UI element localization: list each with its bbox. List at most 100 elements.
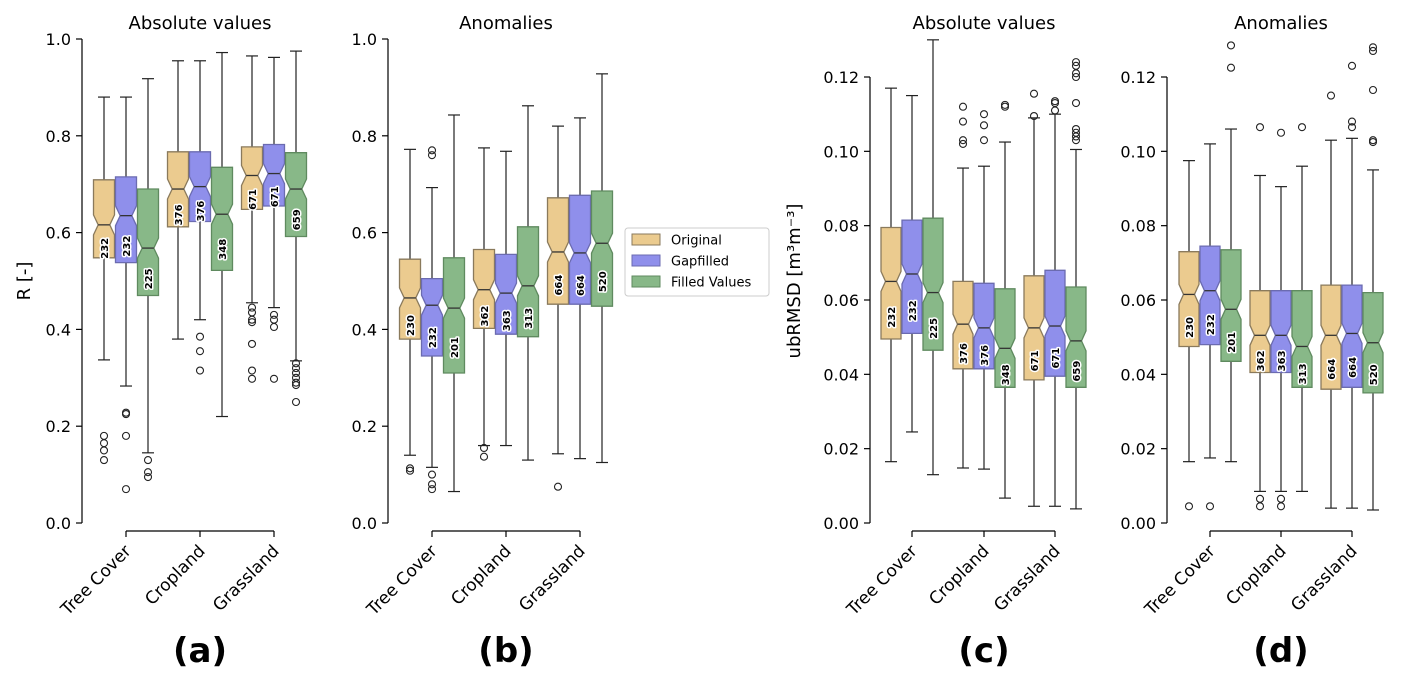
box-body <box>952 280 974 370</box>
count-label-halo: 232 <box>122 236 133 257</box>
legend-swatch <box>631 254 661 267</box>
box-body <box>1249 290 1271 374</box>
outlier-point <box>427 470 437 479</box>
outlier-point <box>291 378 301 387</box>
outlier-point <box>247 315 257 324</box>
count-label: 671 <box>1030 350 1041 371</box>
outlier-point <box>979 136 989 145</box>
box-body <box>1044 269 1066 377</box>
count-label-halo: 232 <box>908 300 919 321</box>
box-body <box>1341 284 1363 388</box>
box-body <box>901 219 923 335</box>
box-body <box>568 194 592 305</box>
box-body <box>262 143 286 207</box>
box-body <box>1320 284 1342 390</box>
count-label: 225 <box>144 268 155 289</box>
count-label: 201 <box>1227 332 1238 353</box>
panel-label: (b) <box>478 631 533 671</box>
count-label-halo: 664 <box>1348 357 1359 378</box>
outlier-point <box>958 102 968 111</box>
outlier-point <box>1368 43 1378 52</box>
outlier-point <box>1071 98 1081 108</box>
count-label-halo: 201 <box>450 337 461 358</box>
count-label-halo: 659 <box>1072 361 1083 382</box>
x-tick-label: Tree Cover <box>1141 541 1220 620</box>
box-body <box>92 179 116 259</box>
outlier-point <box>247 374 257 383</box>
count-label-halo: 313 <box>1298 363 1309 384</box>
legend-label: Original <box>671 234 722 249</box>
outlier-point <box>99 446 109 455</box>
panel-label: (d) <box>1253 631 1308 671</box>
box-body <box>1065 286 1087 388</box>
box-body <box>472 248 496 330</box>
count-label: 664 <box>1327 359 1338 380</box>
count-label-halo: 363 <box>1277 350 1288 371</box>
count-label-halo: 230 <box>406 315 417 336</box>
legend-frame <box>624 227 770 297</box>
outlier-point <box>1326 91 1336 100</box>
count-label: 664 <box>576 275 587 296</box>
outlier-point <box>247 308 257 317</box>
outlier-point <box>1347 123 1357 132</box>
count-label-halo: 664 <box>554 275 565 296</box>
outlier-point <box>1255 123 1265 132</box>
outlier-point <box>269 322 279 332</box>
x-tick-label: Tree Cover <box>363 541 442 620</box>
count-label: 363 <box>1277 350 1288 371</box>
outlier-point <box>1347 61 1357 70</box>
count-label-halo: 664 <box>1327 359 1338 380</box>
count-label: 671 <box>248 189 259 210</box>
box-body <box>546 197 570 305</box>
y-tick-label: 0.06 <box>1120 291 1156 310</box>
outlier-point <box>247 366 257 375</box>
chart-title: Absolute values <box>129 13 272 34</box>
y-tick-label: 0.10 <box>823 142 859 161</box>
box-body <box>420 277 444 357</box>
count-label-halo: 520 <box>1369 364 1380 385</box>
count-label-halo: 232 <box>1206 314 1217 335</box>
outlier-point <box>291 364 301 373</box>
outlier-point <box>143 472 153 482</box>
outlier-point <box>291 359 301 368</box>
count-label-halo: 376 <box>980 345 991 366</box>
panel-b: Anomalies 0.0 0.2 0.4 0.6 0.8 1.0 Tree Cover Cro… <box>352 13 614 671</box>
x-tick-label: Cropland <box>141 541 209 609</box>
count-label-halo: 520 <box>598 271 609 292</box>
box-body <box>922 217 944 351</box>
count-label: 348 <box>218 239 229 260</box>
box-body <box>284 152 308 238</box>
count-label: 362 <box>480 306 491 327</box>
count-label: 232 <box>122 236 133 257</box>
outlier-point <box>195 366 205 375</box>
x-tick-label: Tree Cover <box>843 541 922 620</box>
y-tick-label: 0.6 <box>352 224 377 243</box>
count-label-halo: 376 <box>959 343 970 364</box>
outlier-point <box>143 468 153 477</box>
outlier-point <box>1226 41 1236 50</box>
outlier-point <box>405 466 415 475</box>
outlier-point <box>99 431 109 440</box>
outlier-point <box>121 410 131 419</box>
legend-label: Gapfilled <box>671 255 729 270</box>
legend-swatch <box>631 275 661 288</box>
outlier-point <box>1205 502 1215 511</box>
outlier-point <box>99 439 109 448</box>
